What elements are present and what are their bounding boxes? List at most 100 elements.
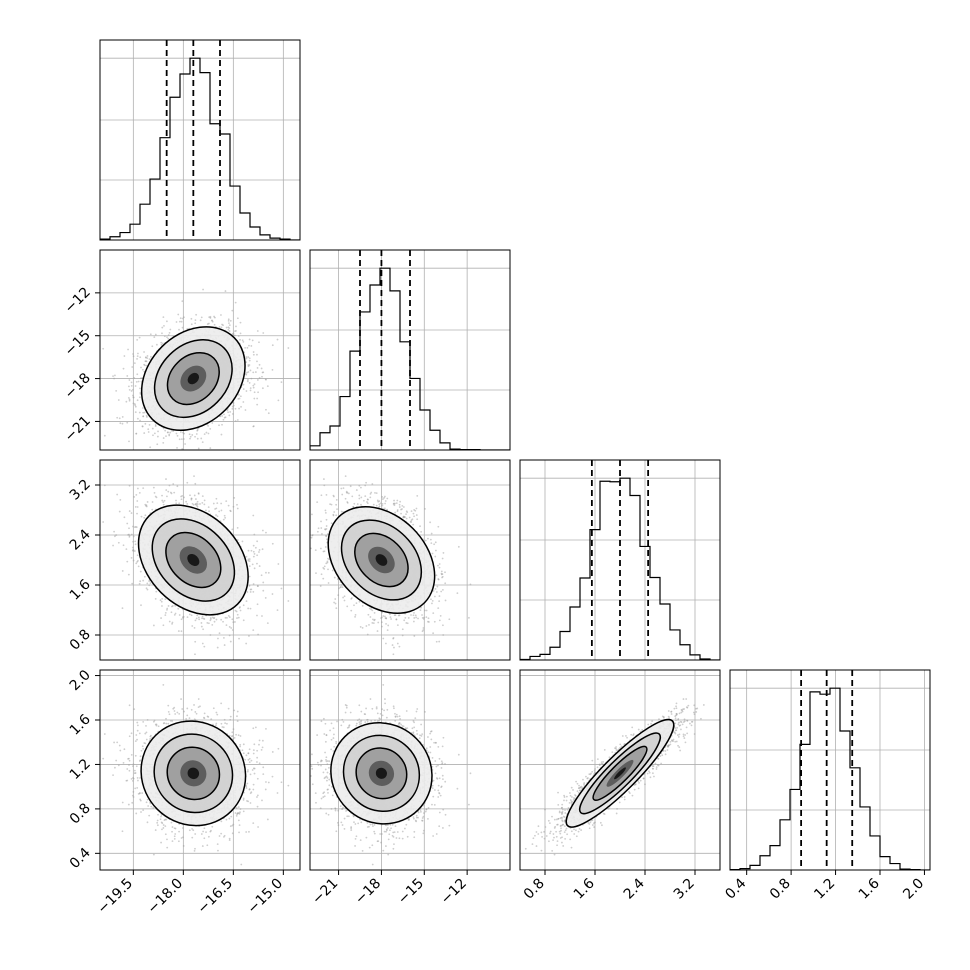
scatter-point	[266, 385, 269, 388]
scatter-point	[252, 386, 255, 389]
scatter-point	[134, 385, 137, 387]
scatter-point	[185, 500, 188, 503]
scatter-point	[117, 541, 120, 544]
scatter-point	[123, 516, 126, 519]
scatter-point	[256, 367, 259, 369]
scatter-point	[181, 317, 184, 320]
scatter-point	[231, 629, 234, 631]
scatter-point	[164, 429, 167, 432]
scatter-point	[136, 338, 139, 341]
scatter-point	[146, 416, 148, 418]
scatter-point	[190, 614, 193, 617]
scatter-point	[228, 322, 230, 325]
scatter-point	[145, 360, 147, 363]
scatter-point	[156, 435, 159, 438]
scatter-point	[169, 328, 172, 331]
scatter-point	[128, 388, 131, 391]
scatter-point	[178, 320, 181, 323]
scatter-point	[249, 588, 252, 591]
scatter-point	[227, 504, 230, 507]
scatter-point	[200, 625, 203, 628]
scatter-point	[251, 563, 254, 566]
contour-panel-3-1: 0.81.62.43.2	[67, 459, 301, 661]
scatter-point	[181, 448, 184, 450]
scatter-point	[178, 328, 180, 331]
scatter-point	[211, 623, 214, 626]
scatter-point	[236, 613, 239, 616]
scatter-point	[189, 494, 191, 497]
scatter-point	[121, 570, 124, 572]
scatter-point	[249, 591, 252, 593]
scatter-point	[258, 549, 261, 551]
scatter-point	[114, 374, 116, 377]
scatter-point	[169, 431, 172, 434]
scatter-point	[212, 617, 215, 620]
scatter-point	[171, 605, 174, 607]
scatter-point	[232, 413, 234, 415]
scatter-point	[138, 411, 141, 414]
scatter-point	[218, 325, 221, 328]
scatter-point	[159, 599, 162, 602]
scatter-point	[220, 618, 223, 621]
scatter-point	[162, 316, 165, 318]
scatter-point	[112, 375, 114, 378]
scatter-point	[149, 582, 152, 585]
scatter-point	[277, 399, 280, 402]
scatter-point	[126, 375, 129, 377]
scatter-point	[262, 589, 265, 592]
scatter-point	[146, 582, 149, 585]
scatter-point	[239, 321, 242, 324]
scatter-point	[167, 605, 170, 607]
scatter-point	[201, 617, 203, 620]
scatter-point	[126, 560, 129, 563]
scatter-point	[193, 494, 196, 497]
scatter-point	[195, 451, 197, 453]
scatter-point	[139, 580, 142, 583]
scatter-point	[133, 376, 136, 379]
scatter-point	[231, 407, 234, 410]
scatter-point	[239, 395, 242, 398]
scatter-point	[116, 493, 119, 496]
scatter-point	[231, 309, 234, 312]
scatter-point	[256, 397, 259, 400]
scatter-point	[171, 622, 173, 625]
scatter-point	[229, 509, 232, 512]
scatter-point	[216, 646, 219, 649]
scatter-point	[175, 502, 178, 505]
scatter-point	[140, 604, 142, 607]
scatter-point	[163, 324, 165, 327]
scatter-point	[252, 425, 255, 428]
scatter-point	[252, 544, 255, 547]
scatter-point	[271, 344, 274, 347]
scatter-point	[236, 419, 239, 421]
scatter-point	[197, 492, 200, 495]
scatter-point	[267, 571, 270, 574]
scatter-point	[171, 621, 174, 624]
scatter-point	[143, 432, 146, 434]
scatter-point	[145, 505, 148, 508]
scatter-point	[130, 390, 133, 392]
scatter-point	[276, 338, 279, 341]
scatter-point	[172, 430, 175, 433]
scatter-point	[162, 624, 165, 627]
scatter-point	[248, 338, 251, 341]
scatter-point	[258, 376, 261, 379]
scatter-point	[177, 607, 180, 610]
scatter-point	[242, 383, 245, 386]
scatter-point	[137, 565, 140, 568]
scatter-point	[221, 423, 223, 426]
scatter-point	[141, 425, 144, 428]
scatter-point	[253, 533, 256, 536]
scatter-point	[276, 609, 279, 611]
scatter-point	[192, 503, 195, 506]
scatter-point	[122, 544, 125, 547]
scatter-point	[257, 391, 259, 394]
scatter-point	[221, 323, 223, 326]
scatter-point	[136, 358, 138, 360]
scatter-point	[190, 317, 193, 320]
scatter-point	[139, 570, 142, 573]
scatter-point	[245, 373, 248, 376]
scatter-point	[224, 516, 227, 519]
scatter-point	[195, 433, 198, 435]
scatter-point	[154, 333, 157, 336]
